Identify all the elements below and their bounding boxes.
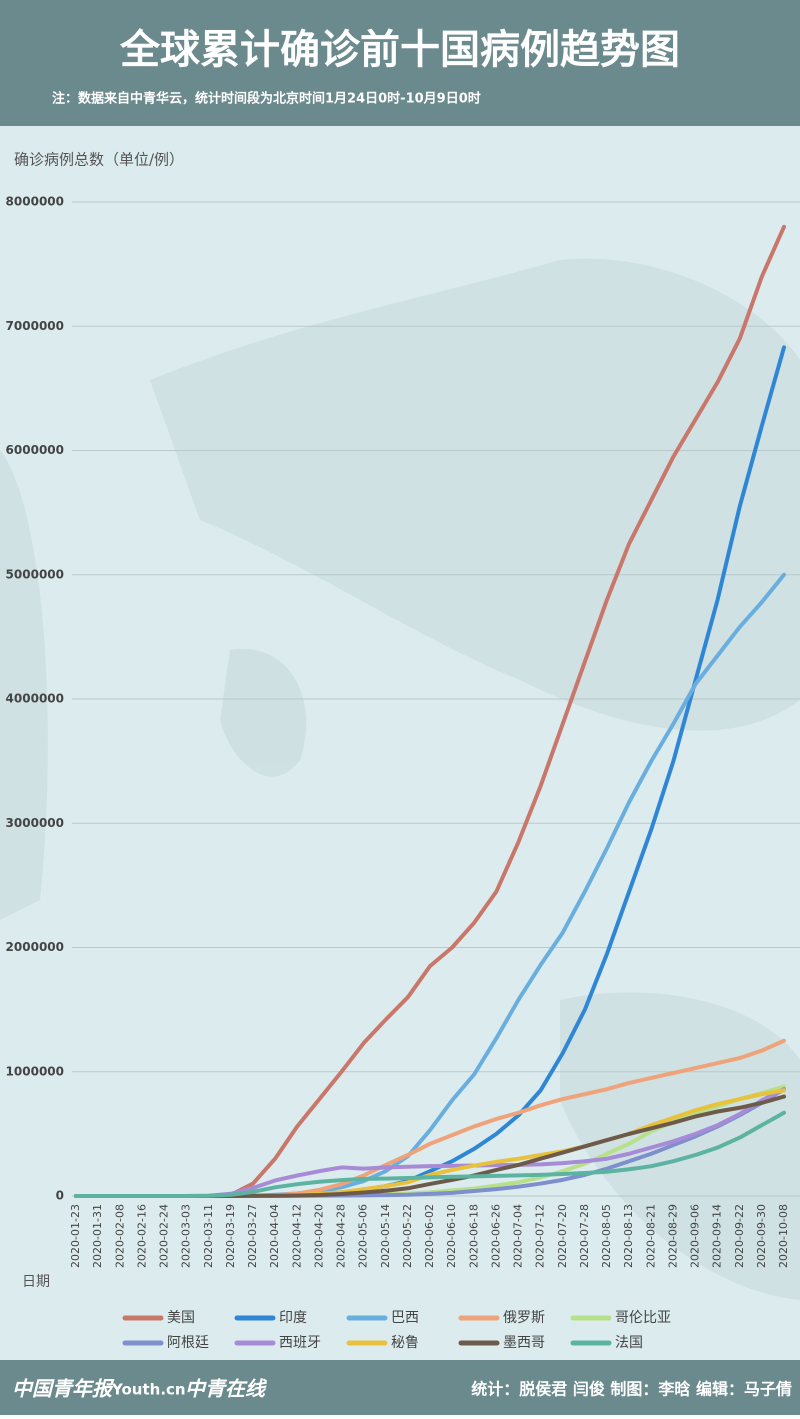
series-line: [74, 1110, 786, 1198]
x-tick-label: 2020-01-31: [91, 1204, 104, 1268]
chart-title: 全球累计确诊前十国病例趋势图: [119, 27, 680, 73]
legend-label: 美国: [167, 1310, 195, 1326]
y-tick-label: 2000000: [6, 940, 64, 954]
x-tick-label: 2020-06-02: [423, 1204, 436, 1268]
x-tick-label: 2020-05-22: [401, 1204, 414, 1268]
legend-label: 墨西哥: [503, 1335, 545, 1351]
legend-label: 阿根廷: [167, 1335, 209, 1351]
x-tick-label: 2020-02-16: [135, 1204, 148, 1268]
x-tick-label: 2020-06-10: [445, 1204, 458, 1268]
legend-label: 印度: [279, 1310, 307, 1326]
x-tick-label: 2020-02-24: [158, 1204, 171, 1268]
x-tick-label: 2020-10-08: [777, 1204, 790, 1268]
y-tick-label: 4000000: [6, 692, 64, 706]
y-axis-label: 确诊病例总数（单位/例）: [14, 151, 184, 169]
y-tick-label: 8000000: [6, 195, 64, 209]
x-tick-label: 2020-03-27: [246, 1204, 259, 1268]
x-tick-label: 2020-04-20: [312, 1204, 325, 1268]
x-tick-label: 2020-07-12: [534, 1204, 547, 1268]
logo: 中青在线: [185, 1377, 268, 1401]
x-tick-label: 2020-08-21: [644, 1204, 657, 1268]
x-tick-label: 2020-08-29: [666, 1204, 679, 1268]
x-tick-label: 2020-01-23: [69, 1204, 82, 1268]
x-tick-label: 2020-08-05: [600, 1204, 613, 1268]
x-tick-label: 2020-04-12: [290, 1204, 303, 1268]
logo: 中国青年报: [12, 1377, 115, 1401]
y-tick-label: 0: [56, 1189, 64, 1203]
legend-label: 哥伦比亚: [615, 1310, 671, 1326]
x-tick-label: 2020-04-28: [335, 1204, 348, 1268]
x-tick-label: 2020-05-14: [379, 1204, 392, 1268]
header: [0, 0, 800, 126]
x-tick-label: 2020-03-03: [180, 1204, 193, 1268]
x-tick-label: 2020-03-19: [224, 1204, 237, 1268]
y-tick-label: 1000000: [6, 1064, 64, 1078]
x-tick-label: 2020-07-20: [556, 1204, 569, 1268]
x-tick-label: 2020-08-13: [622, 1204, 635, 1268]
map-decoration: [0, 258, 800, 1300]
chart-subtitle: 注：数据来自中青华云，统计时间段为北京时间1月24日0时-10月9日0时: [52, 91, 481, 107]
credits: 统计：脱侯君 闫俊 制图：李晗 编辑：马子倩: [471, 1380, 792, 1399]
y-tick-label: 5000000: [6, 567, 64, 581]
y-tick-label: 3000000: [6, 816, 64, 830]
x-tick-label: 2020-09-14: [711, 1204, 724, 1268]
x-tick-label: 2020-03-11: [202, 1204, 215, 1268]
legend-label: 西班牙: [279, 1335, 321, 1351]
x-tick-label: 2020-02-08: [113, 1204, 126, 1268]
x-tick-label: 2020-04-04: [268, 1204, 281, 1268]
x-tick-label: 2020-06-18: [467, 1204, 480, 1268]
x-tick-label: 2020-05-06: [357, 1204, 370, 1268]
logo: Youth.cn: [111, 1381, 186, 1399]
x-tick-label: 2020-07-04: [512, 1204, 525, 1268]
x-tick-label: 2020-09-30: [755, 1204, 768, 1268]
legend-label: 巴西: [391, 1310, 419, 1326]
x-axis-label: 日期: [22, 1274, 50, 1290]
x-tick-label: 2020-07-28: [578, 1204, 591, 1268]
y-tick-label: 7000000: [6, 319, 64, 333]
x-tick-label: 2020-09-06: [689, 1204, 702, 1268]
x-tick-label: 2020-09-22: [733, 1204, 746, 1268]
plot-area: 0 1000000 2000000 3000000 4000000 5000000 6000…: [6, 195, 800, 1351]
legend-label: 法国: [615, 1335, 643, 1351]
legend-label: 秘鲁: [391, 1335, 419, 1351]
y-tick-label: 6000000: [6, 443, 64, 457]
x-tick-label: 2020-06-26: [489, 1204, 502, 1268]
footer: [0, 1360, 800, 1415]
legend-label: 俄罗斯: [503, 1310, 545, 1326]
